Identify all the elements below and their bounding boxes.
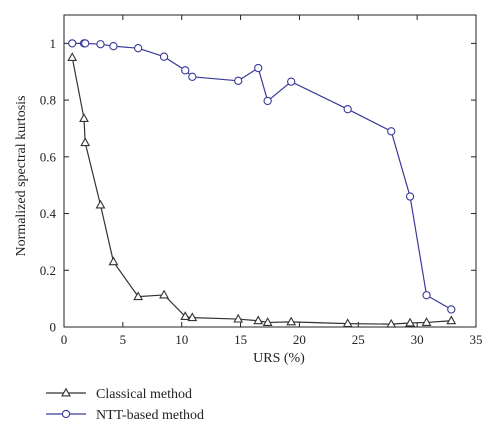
series-layer bbox=[67, 39, 457, 328]
data-point-circle bbox=[96, 40, 105, 49]
data-point-circle bbox=[254, 63, 263, 73]
x-tick-label: 35 bbox=[470, 332, 483, 347]
data-point-triangle bbox=[253, 315, 264, 325]
y-tick-label: 0.6 bbox=[40, 149, 57, 164]
data-point-triangle bbox=[180, 311, 191, 320]
y-tick-label: 0 bbox=[50, 320, 57, 335]
series-line bbox=[71, 57, 452, 325]
x-tick-label: 25 bbox=[352, 332, 365, 347]
x-axis-title: URS (%) bbox=[253, 351, 305, 366]
x-tick-label: 20 bbox=[293, 332, 306, 347]
data-point-triangle bbox=[262, 317, 273, 326]
ticks-layer: 0 5 10 15 20 25 30 35 0 0.2 0.4 0.6 0.8 1 bbox=[40, 15, 483, 347]
data-point-triangle bbox=[405, 317, 416, 327]
y-tick-label: 0.2 bbox=[40, 263, 56, 278]
legend-marker-triangle bbox=[61, 387, 71, 397]
data-point-triangle bbox=[79, 113, 89, 123]
y-tick-label: 1 bbox=[50, 36, 57, 51]
data-point-circle bbox=[287, 77, 296, 86]
x-tick-label: 10 bbox=[175, 332, 188, 347]
data-point-circle bbox=[447, 305, 456, 314]
data-point-circle bbox=[68, 39, 77, 48]
legend-label: NTT-based method bbox=[96, 408, 204, 423]
data-point-triangle bbox=[342, 318, 353, 328]
data-point-triangle bbox=[386, 318, 397, 328]
y-tick-label: 0.4 bbox=[40, 206, 57, 221]
data-point-circle bbox=[188, 72, 197, 81]
y-tick-label: 0.8 bbox=[40, 93, 56, 108]
data-point-triangle bbox=[80, 137, 91, 147]
series-0 bbox=[67, 52, 457, 328]
legend-marker-circle bbox=[61, 409, 71, 419]
series-line bbox=[72, 42, 452, 310]
y-axis-title: Normalized spectral kurtosis bbox=[14, 96, 29, 257]
plot-frame-layer bbox=[63, 14, 477, 328]
legend: Classical method NTT-based method bbox=[46, 387, 204, 423]
data-point-triangle bbox=[421, 317, 432, 326]
x-tick-label: 0 bbox=[61, 332, 68, 347]
data-point-circle bbox=[109, 42, 118, 51]
data-point-triangle bbox=[108, 256, 119, 266]
data-point-triangle bbox=[286, 316, 297, 326]
legend-entry: Classical method bbox=[46, 387, 192, 402]
data-point-triangle bbox=[233, 313, 244, 323]
x-tick-label: 5 bbox=[120, 332, 127, 347]
data-point-circle bbox=[263, 96, 272, 106]
plot-frame bbox=[63, 14, 477, 328]
axis-title-layer: URS (%) Normalized spectral kurtosis bbox=[14, 96, 305, 366]
data-point-circle bbox=[81, 39, 90, 48]
data-point-triangle bbox=[446, 315, 457, 325]
x-tick-label: 30 bbox=[411, 332, 424, 347]
data-point-circle bbox=[343, 105, 352, 114]
data-point-triangle bbox=[187, 312, 198, 322]
data-point-triangle bbox=[133, 291, 144, 301]
legend-entry: NTT-based method bbox=[46, 408, 204, 423]
data-point-circle bbox=[387, 127, 396, 136]
series-1 bbox=[68, 39, 456, 314]
data-point-circle bbox=[159, 52, 169, 61]
data-point-circle bbox=[181, 66, 190, 75]
data-point-circle bbox=[422, 291, 431, 300]
data-point-triangle bbox=[95, 199, 106, 209]
data-point-circle bbox=[234, 76, 243, 85]
data-point-triangle bbox=[159, 289, 169, 299]
data-point-triangle bbox=[67, 52, 78, 62]
data-point-circle bbox=[134, 44, 143, 53]
data-point-circle bbox=[405, 192, 415, 201]
legend-label: Classical method bbox=[96, 387, 192, 402]
x-tick-label: 15 bbox=[234, 332, 247, 347]
